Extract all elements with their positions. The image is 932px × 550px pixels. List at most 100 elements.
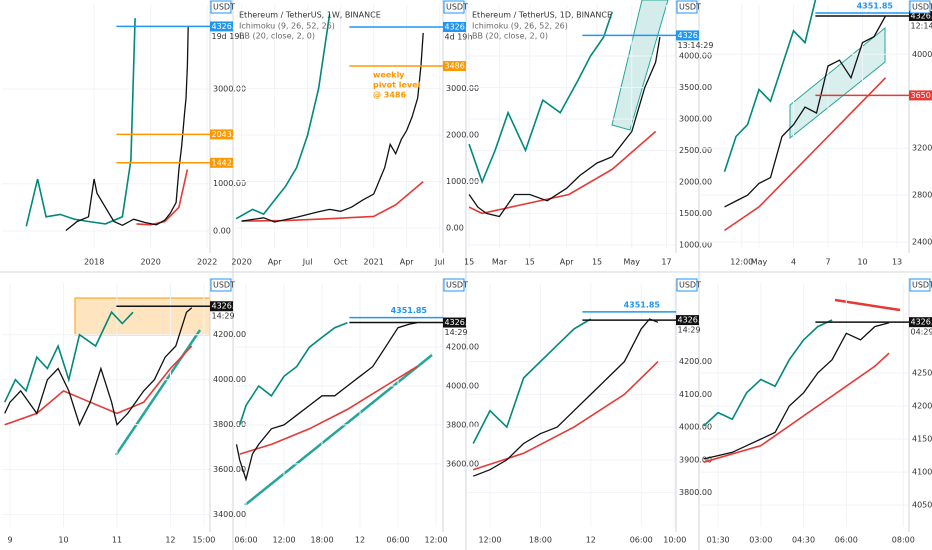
unit-box [676, 278, 698, 292]
x-tick-label: 2020 [140, 258, 160, 267]
x-tick-label: 06:00 [835, 536, 858, 545]
y-tick-label: 3600.00 [213, 465, 246, 474]
y-tick-label: 3000.00 [679, 114, 712, 123]
price-tag-label: 2043.00 [212, 130, 245, 139]
x-tick-label: 12:00 [425, 536, 448, 545]
countdown: 14:29 [678, 326, 701, 335]
trend-line [114, 329, 202, 456]
y-tick-label: 1000.00 [679, 240, 712, 249]
price-tag [909, 10, 932, 21]
x-tick-label: Apr [268, 258, 283, 267]
price-tag [909, 317, 932, 328]
x-tick-label: Mar [492, 258, 508, 267]
chart-title: Ethereum / TetherUS, 1W, BINANCE [239, 11, 381, 20]
x-tick-label: Jul [302, 258, 313, 267]
y-tick-label: 4000.00 [213, 375, 246, 384]
x-tick-label: 13 [892, 258, 902, 267]
y-tick-label: 3400.00 [213, 510, 246, 519]
y-tick-label: 0.00 [213, 226, 231, 235]
indicator-label: BB (20, close, 2, 0) [472, 32, 548, 41]
price-line [468, 130, 657, 215]
price-tag-label: 1442.00 [212, 158, 245, 167]
price-line [703, 319, 833, 427]
unit-box [443, 278, 465, 292]
range-box [74, 297, 211, 336]
x-tick-label: 12 [586, 536, 596, 545]
x-tick-label: 18:00 [310, 536, 333, 545]
price-level-label: 4351.85 [857, 2, 894, 11]
channel [789, 26, 886, 140]
price-tag [676, 30, 699, 41]
x-tick-label: 7 [825, 258, 830, 267]
y-tick-label: 3600.00 [446, 459, 479, 468]
price-line [239, 365, 418, 455]
x-tick-label: May [623, 258, 640, 267]
x-tick-label: 11 [112, 536, 122, 545]
price-tag [676, 315, 699, 326]
x-tick-label: 12:00 [272, 536, 295, 545]
y-tick-label: 3500.00 [679, 83, 712, 92]
x-tick-label: 03:00 [749, 536, 772, 545]
price-tag [443, 61, 466, 72]
x-tick-label: 2021 [363, 258, 383, 267]
countdown: 14:29 [212, 312, 235, 321]
price-tag-label: 4326.66 [445, 318, 478, 327]
unit-label: USDT [679, 281, 701, 290]
y-tick-label: 4000.00 [679, 51, 712, 60]
price-tag-label: 4326.66 [212, 22, 245, 31]
x-tick-label: 15 [464, 258, 474, 267]
price-line [136, 169, 189, 226]
x-tick-label: Jul [434, 258, 445, 267]
x-tick-label: 08:00 [892, 536, 915, 545]
x-tick-label: 4 [791, 258, 796, 267]
y-tick-label: 1000.00 [446, 177, 479, 186]
price-line [3, 310, 134, 403]
x-tick-label: 17 [661, 258, 671, 267]
y-tick-label: 4200.00 [213, 330, 246, 339]
unit-box [210, 0, 232, 14]
y-tick-label: 1000.00 [213, 179, 246, 188]
y-tick-label: 4000.00 [679, 423, 712, 432]
price-tag [210, 21, 233, 32]
x-tick-label: 10 [857, 258, 867, 267]
price-line [472, 318, 659, 477]
price-tag-label: 3650.00 [911, 91, 932, 100]
y-tick-label: 4200.00 [679, 357, 712, 366]
unit-label: USDT [213, 281, 235, 290]
y-tick-label: 4150.00 [912, 435, 932, 444]
y-tick-label: 4250.00 [912, 368, 932, 377]
y-tick-label: 2000.00 [679, 177, 712, 186]
y-tick-label: 2400.00 [912, 238, 932, 247]
x-tick-label: May [751, 258, 768, 267]
countdown: 14:29 [445, 328, 468, 337]
unit-label: USDT [446, 281, 468, 290]
x-tick-label: 2020 [231, 258, 251, 267]
price-tag [210, 301, 233, 312]
unit-label: USDT [446, 3, 468, 12]
y-tick-label: 2000.00 [446, 131, 479, 140]
price-line [238, 321, 348, 426]
y-tick-label: 2800.00 [912, 191, 932, 200]
price-tag-label: 4326.79 [678, 316, 711, 325]
price-line [472, 361, 659, 471]
y-tick-label: 0.00 [446, 224, 464, 233]
x-tick-label: 06:00 [386, 536, 409, 545]
price-tag-label: 4326.66 [911, 11, 932, 20]
y-tick-label: 4000.00 [446, 382, 479, 391]
annotation: pivot level [373, 81, 421, 90]
unit-label: USDT [213, 3, 235, 12]
price-line [65, 26, 189, 232]
price-line [4, 307, 193, 427]
y-tick-label: 4100.00 [912, 468, 932, 477]
price-tag [210, 157, 233, 168]
price-tag-label: 4326.79 [911, 318, 932, 327]
y-tick-label: 3200.00 [912, 144, 932, 153]
x-tick-label: 15 [525, 258, 535, 267]
x-tick-label: 12 [355, 536, 365, 545]
y-tick-label: 4000.00 [912, 50, 932, 59]
unit-box [443, 0, 465, 14]
price-line [703, 352, 890, 463]
y-tick-label: 2500.00 [679, 146, 712, 155]
y-tick-label: 3900.00 [679, 455, 712, 464]
